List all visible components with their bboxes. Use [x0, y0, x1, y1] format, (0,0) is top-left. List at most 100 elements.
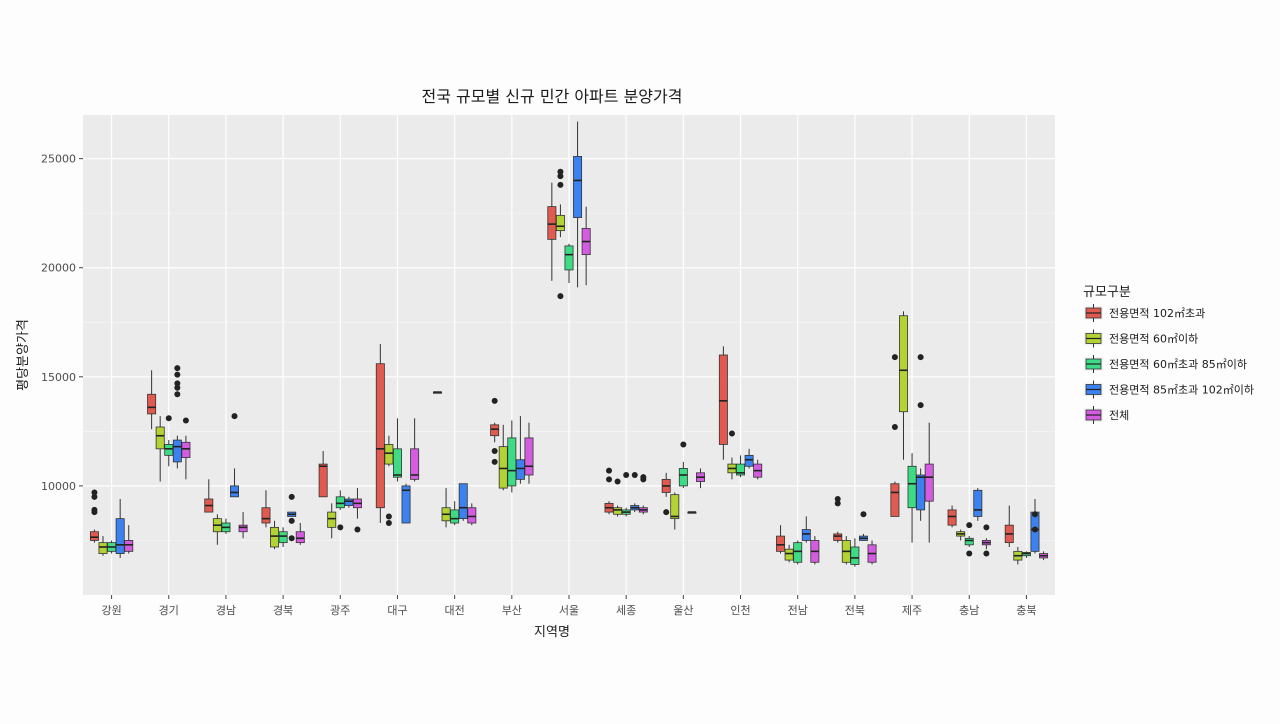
box-2-1	[212, 514, 222, 545]
box-body	[278, 531, 288, 544]
legend-title: 규모구분	[1083, 285, 1131, 300]
box-outlier	[966, 522, 973, 529]
box-2-4	[238, 512, 248, 539]
box-body	[850, 546, 860, 565]
box-1-1	[155, 416, 165, 482]
box-body	[230, 485, 239, 498]
box-outlier	[182, 417, 189, 424]
box-0-3	[115, 499, 125, 558]
x-tick-label: 인천	[730, 603, 750, 617]
x-tick-label: 부산	[502, 604, 522, 617]
box-outlier	[174, 380, 181, 387]
box-outlier	[1031, 526, 1038, 533]
box-outlier	[165, 415, 172, 422]
box-15-4	[981, 524, 991, 557]
box-13-0	[833, 496, 843, 543]
box-10-0	[661, 472, 671, 516]
box-3-1	[270, 520, 280, 550]
legend-label: 전용면적 102㎡초과	[1109, 307, 1205, 320]
box-body	[515, 459, 525, 480]
box-body	[547, 206, 557, 240]
box-16-0	[1004, 505, 1014, 547]
box-body	[899, 315, 908, 413]
box-outlier	[385, 520, 392, 526]
x-tick-label: 대구	[387, 604, 407, 617]
box-body	[833, 533, 843, 541]
y-tick-label: 25000	[41, 153, 76, 166]
box-body	[613, 507, 623, 515]
box-6-3	[458, 483, 468, 521]
box-14-3	[916, 354, 926, 521]
box-body	[270, 526, 280, 548]
box-2-0	[204, 479, 214, 513]
box-3-2	[278, 527, 288, 547]
box-16-3	[1030, 499, 1040, 554]
x-tick-label: 강원	[101, 604, 121, 617]
box-7-3	[515, 416, 525, 484]
box-body	[327, 511, 337, 528]
box-outlier	[891, 424, 898, 430]
box-5-3	[401, 483, 411, 524]
box-14-0	[890, 354, 900, 517]
box-outlier	[354, 526, 361, 533]
box-body	[964, 537, 974, 546]
box-body	[344, 498, 354, 506]
box-12-2	[793, 540, 803, 565]
box-body	[401, 485, 411, 524]
box-body	[801, 529, 811, 541]
y-axis-title: 평당분양가격	[16, 319, 31, 391]
legend-item-1: 전용면적 60㎡이하	[1084, 329, 1198, 348]
box-7-1	[498, 424, 508, 491]
box-body	[498, 446, 508, 489]
box-body	[524, 437, 534, 476]
box-0-0	[89, 489, 99, 543]
box-outlier	[983, 550, 990, 557]
box-10-2	[678, 441, 688, 489]
box-outlier	[663, 509, 670, 516]
box-body	[98, 542, 108, 554]
box-5-1	[384, 435, 394, 526]
box-body	[564, 245, 574, 271]
box-1-0	[147, 370, 157, 430]
box-body	[736, 463, 746, 476]
box-body	[907, 465, 917, 509]
box-body	[670, 494, 680, 520]
box-9-1	[613, 478, 623, 517]
box-outlier	[174, 391, 181, 398]
y-axis: 10000 15000 20000 25000	[41, 153, 83, 493]
x-tick-label: 서울	[559, 604, 579, 617]
box-3-0	[261, 490, 271, 528]
box-body	[718, 354, 728, 445]
box-outlier	[231, 413, 238, 420]
box-10-1	[670, 492, 680, 530]
box-body	[261, 507, 271, 524]
box-11-3	[744, 448, 754, 469]
box-body	[678, 468, 688, 487]
box-body	[181, 441, 191, 458]
legend-item-2: 전용면적 60㎡초과 85㎡이하	[1084, 355, 1247, 373]
x-tick-label: 충남	[959, 604, 979, 617]
box-12-3	[801, 516, 811, 543]
x-tick-label: 전남	[788, 604, 808, 617]
box-outlier	[606, 476, 613, 483]
box-9-4	[638, 474, 648, 515]
box-3-4	[295, 523, 305, 545]
x-tick-label: 충북	[1016, 604, 1036, 617]
box-body	[335, 496, 345, 509]
box-1-4	[181, 417, 191, 480]
box-outlier	[174, 384, 181, 391]
box-15-1	[956, 529, 966, 541]
box-6-1	[441, 488, 451, 528]
box-16-2	[1021, 551, 1031, 558]
x-tick-label: 경기	[159, 604, 179, 617]
box-body	[450, 509, 460, 524]
box-outlier	[557, 181, 564, 188]
box-1-2	[164, 415, 174, 467]
box-9-0	[604, 467, 614, 515]
box-15-3	[973, 488, 983, 521]
legend-label: 전용면적 60㎡초과 85㎡이하	[1109, 357, 1247, 371]
box-body	[172, 439, 182, 463]
box-outlier	[983, 524, 990, 531]
box-3-3	[287, 493, 297, 542]
